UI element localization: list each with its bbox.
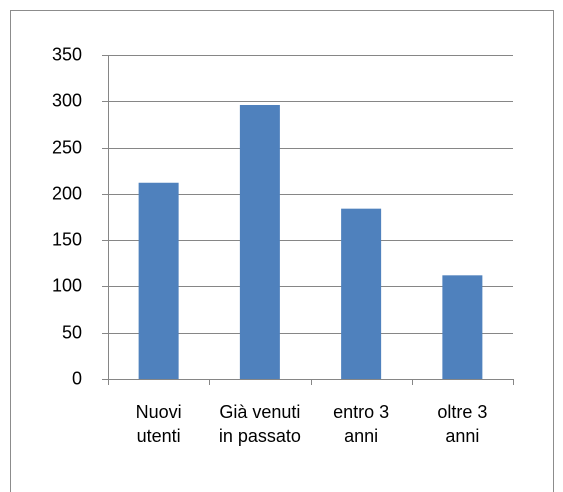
bar [239, 104, 280, 379]
chart-border [10, 10, 554, 492]
y-tick-label: 250 [52, 137, 82, 157]
x-tick-label: Nuovi utenti [135, 402, 182, 446]
y-tick-label: 300 [52, 90, 82, 110]
x-tick-label: oltre 3 anni [437, 402, 488, 446]
y-tick-label: 350 [52, 44, 82, 64]
y-tick-label: 150 [52, 229, 82, 249]
bar [442, 275, 483, 379]
x-tick-label: Già venuti in passato [218, 402, 301, 446]
bar [138, 182, 179, 379]
x-tick-label: entro 3 anni [333, 402, 390, 446]
y-tick-label: 0 [72, 368, 82, 388]
y-tick-label: 100 [52, 275, 82, 295]
bar [341, 208, 382, 379]
y-tick-label: 200 [52, 183, 82, 203]
y-tick-label: 50 [62, 322, 82, 342]
